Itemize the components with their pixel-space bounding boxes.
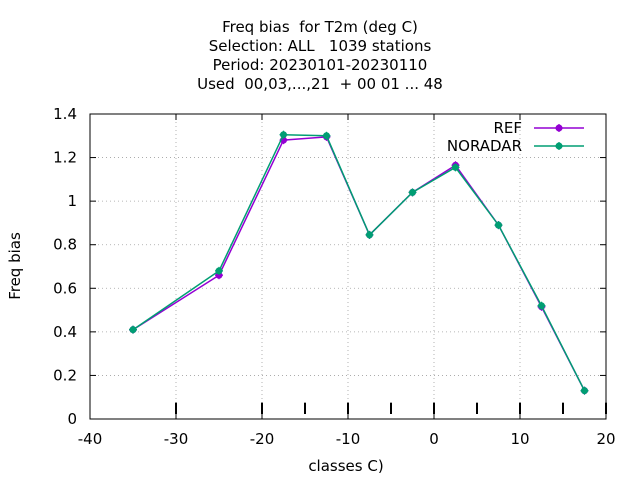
y-tick-label: 0.4	[53, 323, 77, 341]
y-tick-label: 0	[67, 410, 77, 428]
x-tick-label: 20	[596, 430, 615, 448]
data-point-noradar	[408, 188, 417, 197]
chart-title-line-4: Used 00,03,...,21 + 00 01 ... 48	[197, 75, 443, 93]
y-tick-label: 0.2	[53, 366, 77, 384]
series-layer	[129, 130, 589, 395]
legend-marker-noradar	[555, 142, 563, 150]
x-tick-label: 0	[429, 430, 439, 448]
data-point-noradar	[215, 266, 223, 275]
data-point-noradar	[279, 130, 288, 139]
x-tick-label: -30	[164, 430, 189, 448]
chart-title-line-3: Period: 20230101-20230110	[212, 56, 428, 74]
x-tick-label: 10	[510, 430, 529, 448]
x-tick-label: -40	[78, 430, 103, 448]
data-point-noradar	[580, 386, 589, 395]
data-point-noradar	[129, 325, 137, 334]
legend-marker-ref	[555, 124, 563, 132]
data-point-noradar	[451, 163, 460, 172]
data-point-noradar	[322, 131, 331, 140]
data-point-noradar	[365, 230, 374, 239]
y-axis-label: Freq bias	[6, 232, 24, 300]
data-point-noradar	[537, 301, 546, 310]
data-point-noradar	[494, 221, 503, 230]
x-axis-label: classes C)	[308, 457, 383, 475]
axis-ticks: -40 -30 -20 -10 0 10 20 0 0.2 0.4 0.6 0.8 1 1.2 1.4	[53, 105, 615, 448]
legend-label-noradar: NORADAR	[447, 137, 522, 155]
chart-title-line-2: Selection: ALL 1039 stations	[208, 37, 432, 55]
grid	[90, 114, 606, 419]
y-tick-label: 1.4	[53, 105, 77, 123]
series-line-ref	[132, 136, 586, 392]
class-boundary-markers	[175, 402, 607, 414]
x-tick-label: -20	[250, 430, 275, 448]
legend-label-ref: REF	[493, 119, 522, 137]
y-tick-label: 1	[67, 192, 77, 210]
y-tick-label: 0.6	[53, 279, 77, 297]
chart-title-line-1: Freq bias for T2m (deg C)	[222, 18, 418, 36]
y-tick-label: 1.2	[53, 149, 77, 167]
series-line-noradar	[132, 133, 586, 392]
x-tick-label: -10	[336, 430, 361, 448]
y-tick-label: 0.8	[53, 236, 77, 254]
